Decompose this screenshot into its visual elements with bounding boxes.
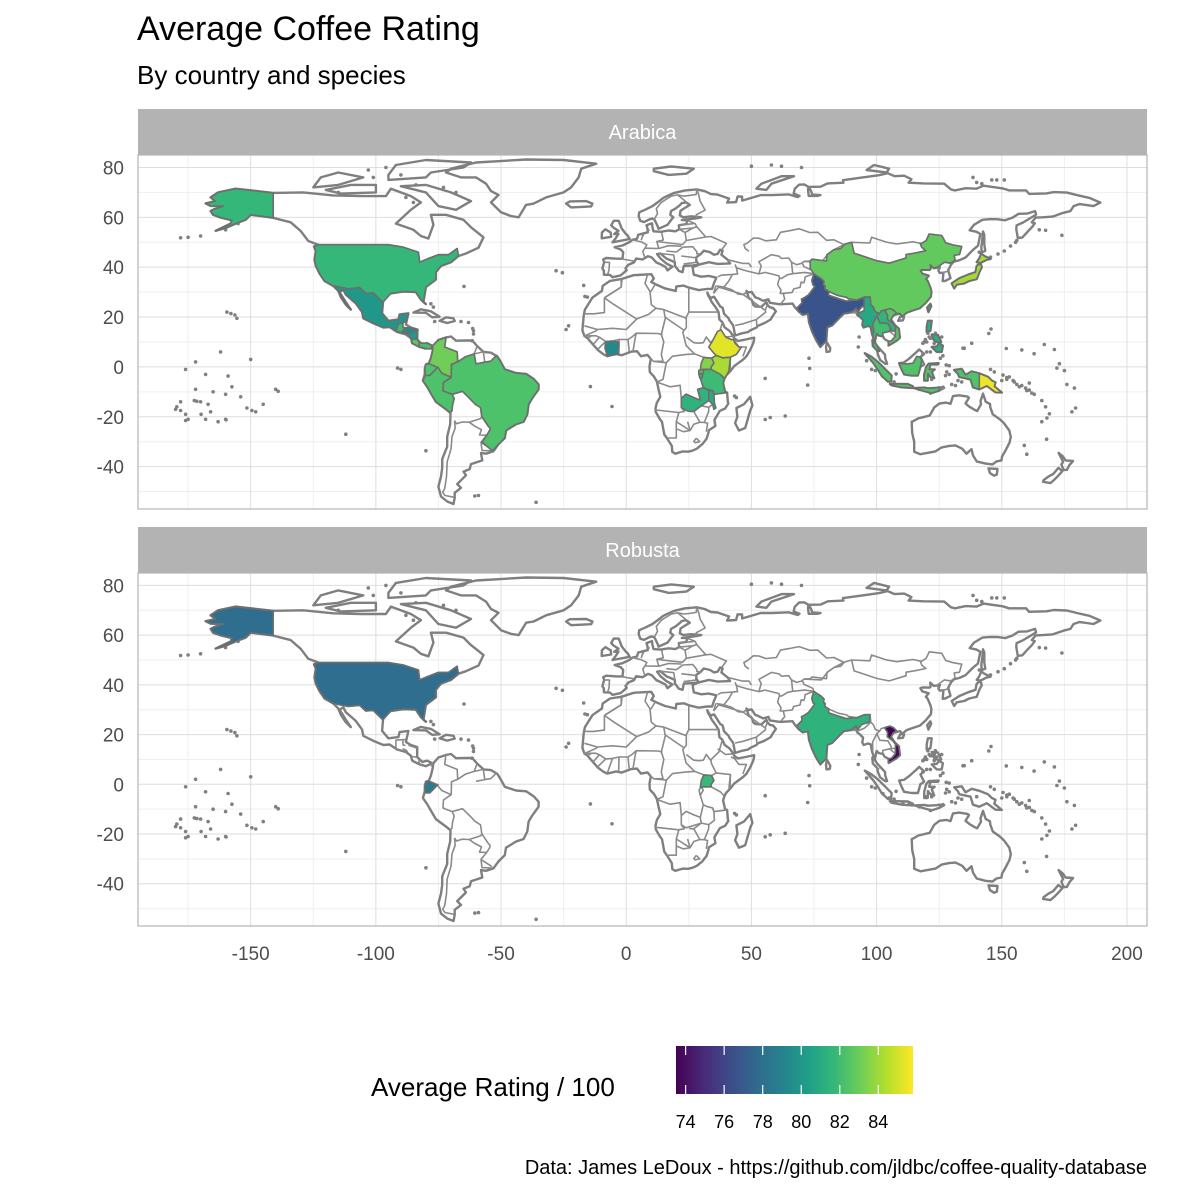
country-taiwan: Taiwan: 81: [926, 303, 932, 313]
y-tick-label: 60: [103, 208, 124, 229]
y-tick-label: 0: [113, 775, 124, 796]
country-malawi: Malawi: 81.1: [708, 389, 717, 411]
y-tick-label: 40: [103, 676, 124, 697]
legend-colorbar: [676, 1046, 913, 1094]
legend-tick-label: 84: [868, 1112, 888, 1132]
legend-tick-label: 78: [753, 1112, 773, 1132]
chart-title: Average Coffee Rating: [137, 10, 480, 48]
country-japan: Japan: 84.1: [950, 252, 992, 290]
facet-panels: Arabica United States: 81.7Mexico: 80Guat…: [97, 109, 1148, 927]
facet-strip-label-robusta: Robusta: [605, 540, 680, 562]
country-uganda: Uganda: 83.5: [699, 356, 715, 371]
country-united-states: United States: 77.9: [204, 605, 460, 723]
legend-tick-label: 74: [676, 1112, 696, 1132]
country-india: India: 76.7: [796, 272, 871, 348]
legend-tick-label: 82: [830, 1112, 850, 1132]
y-tick-label: 40: [103, 258, 124, 279]
country-vietnam: Vietnam: 82.6: [883, 307, 901, 347]
facet-strip-arabica: [138, 109, 1147, 155]
x-tick-label: 50: [741, 944, 762, 965]
world-map-robusta: United States: 77.9 Ecuador: 78.6 Uganda: …: [173, 576, 1102, 923]
country-burundi: Burundi: 81.8: [698, 373, 704, 379]
country-indonesia: Indonesia: 82.4: [864, 352, 981, 394]
y-tick-label: 80: [103, 576, 124, 597]
y-axis-robusta: 80 60 40 20 0 -20 -40: [97, 576, 124, 895]
x-axis: -150 -100 -50 0 50 100 150 200: [232, 944, 1143, 965]
country-brazil: Brazil: 82.3: [442, 353, 540, 452]
x-tick-label: -150: [232, 944, 270, 965]
facet-strip-label-arabica: Arabica: [609, 122, 678, 144]
y-tick-label: 60: [103, 626, 124, 647]
y-tick-label: -20: [97, 825, 124, 846]
world-map-arabica: United States: 81.7Mexico: 80Guatemala: …: [173, 158, 1102, 506]
x-tick-label: 200: [1111, 944, 1143, 965]
country-c-te-d-ivoire: Côte d'Ivoire: 79.3: [604, 340, 620, 357]
country-rwanda: Rwanda: 82.8: [698, 368, 705, 375]
legend-title: Average Rating / 100: [371, 1072, 615, 1102]
x-tick-label: 150: [986, 944, 1018, 965]
facet-strip-robusta: [138, 527, 1147, 573]
facet-panel-robusta: RobustaUnited States: 77.9Ecuador: 78.6U…: [97, 527, 1148, 927]
legend-tick-label: 80: [791, 1112, 811, 1132]
y-tick-label: 20: [103, 726, 124, 747]
country-united-states: United States: 81.7: [204, 187, 460, 305]
country-india: India: 81.4: [796, 690, 871, 766]
country-peru: Peru: 82.3: [422, 366, 455, 414]
data-source-caption: Data: James LeDoux - https://github.com/…: [524, 1157, 1147, 1179]
legend-tick-label: 76: [714, 1112, 734, 1132]
rated-countries-robusta: United States: 77.9 Ecuador: 78.6 Uganda: …: [204, 605, 901, 794]
x-tick-label: -100: [357, 944, 395, 965]
country-el-salvador: El Salvador: 81.6: [400, 330, 408, 335]
color-legend: 74 76 78 80 82 84: [676, 1046, 913, 1132]
x-tick-label: 0: [621, 944, 632, 965]
gridlines-arabica: [138, 155, 1147, 509]
y-axis-arabica: 80 60 40 20 0 -20 -40: [97, 158, 124, 478]
y-tick-label: 0: [113, 358, 124, 379]
panel-border-arabica: [137, 154, 1148, 510]
gridlines-robusta: [138, 573, 1147, 926]
country-mexico: Mexico: 80: [332, 285, 410, 332]
x-tick-label: 100: [861, 944, 893, 965]
y-tick-label: 20: [103, 308, 124, 329]
y-tick-label: -40: [97, 458, 124, 479]
x-tick-label: -50: [487, 944, 514, 965]
panel-border-robusta: [137, 572, 1148, 927]
country-china: China: 82.8: [809, 233, 963, 318]
y-tick-label: -40: [97, 875, 124, 896]
country-nicaragua: Nicaragua: 80.1: [406, 328, 419, 341]
country-vietnam: Vietnam: 73.6: [883, 725, 901, 764]
country-ecuador: Ecuador: 78.6: [424, 780, 439, 794]
chart-subtitle: By country and species: [137, 60, 406, 90]
facet-panel-arabica: Arabica United States: 81.7Mexico: 80Guat…: [97, 109, 1148, 510]
country-zambia: Zambia: 81.4: [680, 386, 710, 413]
y-tick-label: 80: [103, 158, 124, 179]
country-uganda: Uganda: 81.8: [699, 774, 715, 789]
rated-countries-arabica: United States: 81.7Mexico: 80Guatemala: …: [204, 187, 1003, 452]
country-papua-new-guinea: Papua New Guinea: 85.5: [978, 372, 1003, 394]
y-tick-label: -20: [97, 408, 124, 429]
country-philippines: Philippines: 81.2: [925, 320, 944, 353]
